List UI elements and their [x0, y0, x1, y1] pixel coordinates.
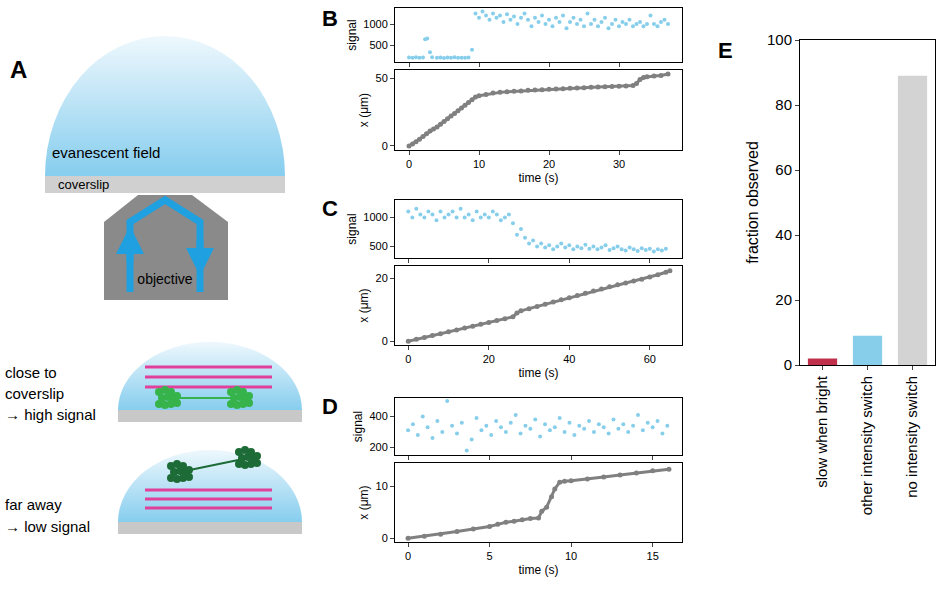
svg-text:time (s): time (s) [519, 563, 559, 577]
svg-text:coverslip: coverslip [5, 385, 64, 402]
svg-text:time (s): time (s) [519, 171, 559, 185]
svg-text:100: 100 [767, 31, 792, 48]
svg-text:signal: signal [345, 213, 359, 244]
svg-text:coverslip: coverslip [58, 177, 109, 192]
svg-text:40: 40 [775, 226, 792, 243]
svg-text:slow when bright: slow when bright [813, 375, 830, 488]
svg-text:far away: far away [5, 496, 62, 513]
svg-text:10: 10 [376, 480, 388, 492]
svg-text:other intensity switch: other intensity switch [858, 376, 875, 515]
svg-text:5: 5 [487, 550, 493, 562]
svg-text:close to: close to [5, 364, 57, 381]
svg-text:fraction observed: fraction observed [744, 141, 761, 264]
svg-text:objective: objective [137, 271, 192, 287]
svg-text:→ high signal: → high signal [5, 406, 96, 423]
svg-text:60: 60 [644, 353, 656, 365]
svg-text:50: 50 [376, 72, 388, 84]
svg-text:B: B [322, 6, 338, 31]
svg-text:0: 0 [784, 356, 792, 373]
svg-text:→ low signal: → low signal [5, 518, 90, 535]
svg-text:80: 80 [775, 96, 792, 113]
svg-text:40: 40 [563, 353, 575, 365]
svg-text:0: 0 [405, 550, 411, 562]
svg-text:500: 500 [369, 39, 387, 51]
svg-text:60: 60 [775, 161, 792, 178]
svg-text:1000: 1000 [363, 211, 387, 223]
svg-text:20: 20 [376, 272, 388, 284]
svg-text:200: 200 [369, 441, 387, 453]
svg-text:x (μm): x (μm) [357, 93, 371, 127]
svg-text:30: 30 [613, 158, 625, 170]
svg-text:0: 0 [382, 335, 388, 347]
svg-text:no intensity switch: no intensity switch [903, 376, 920, 498]
svg-text:evanescent field: evanescent field [52, 144, 160, 161]
svg-text:A: A [10, 56, 27, 83]
svg-text:0: 0 [382, 532, 388, 544]
svg-text:10: 10 [473, 158, 485, 170]
svg-text:C: C [322, 196, 338, 221]
svg-text:0: 0 [405, 353, 411, 365]
svg-text:D: D [322, 394, 338, 419]
svg-text:1000: 1000 [363, 18, 387, 30]
svg-text:signal: signal [345, 19, 359, 50]
svg-text:x (μm): x (μm) [357, 288, 371, 322]
svg-text:0: 0 [406, 158, 412, 170]
svg-text:20: 20 [483, 353, 495, 365]
svg-text:20: 20 [775, 291, 792, 308]
svg-text:x (μm): x (μm) [357, 485, 371, 519]
svg-text:0: 0 [382, 140, 388, 152]
svg-text:15: 15 [647, 550, 659, 562]
svg-text:E: E [718, 38, 733, 63]
svg-text:20: 20 [543, 158, 555, 170]
svg-text:500: 500 [369, 240, 387, 252]
svg-text:400: 400 [369, 410, 387, 422]
svg-text:10: 10 [565, 550, 577, 562]
svg-text:time (s): time (s) [519, 366, 559, 380]
svg-text:signal: signal [351, 411, 365, 442]
